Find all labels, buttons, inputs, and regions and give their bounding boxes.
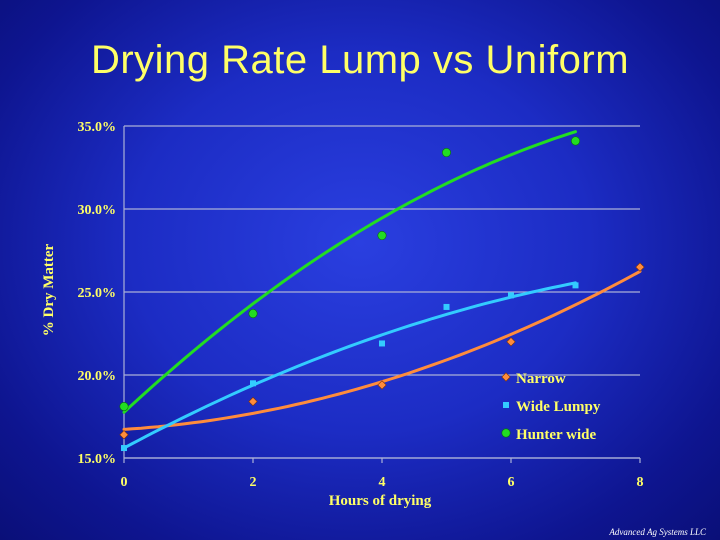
point-narrow — [377, 380, 387, 390]
legend-marker-hunter-wide — [501, 428, 511, 438]
legend-label-hunter-wide: Hunter wide — [516, 427, 596, 443]
x-tick-label: 2 — [250, 475, 257, 490]
x-tick-label: 8 — [637, 475, 644, 490]
point-wide-lumpy — [572, 282, 579, 289]
legend-marker-wide-lumpy — [503, 402, 509, 408]
footer-credit: Advanced Ag Systems LLC — [609, 527, 706, 537]
chart-title: Drying Rate Lump vs Uniform — [90, 38, 630, 82]
x-tick-label: 6 — [508, 475, 515, 490]
y-axis-label: % Dry Matter — [41, 243, 57, 336]
point-narrow — [635, 262, 645, 272]
point-wide-lumpy — [121, 445, 127, 452]
x-tick-label: 0 — [121, 475, 128, 490]
point-wide-lumpy — [443, 303, 450, 310]
trendline-wide-lumpy — [122, 281, 577, 450]
point-wide-lumpy — [379, 340, 385, 347]
point-hunter-wide — [248, 309, 258, 319]
trendline-hunter-wide — [122, 130, 577, 414]
legend: Narrow Wide Lumpy Hunter wide — [501, 371, 601, 443]
point-hunter-wide — [570, 136, 580, 146]
x-tick-labels: 0 2 4 6 8 — [121, 475, 644, 490]
y-tick-label: 15.0% — [78, 452, 117, 467]
point-hunter-wide — [119, 402, 129, 412]
legend-marker-narrow — [501, 372, 511, 382]
y-tick-label: 35.0% — [78, 120, 117, 135]
legend-label-wide-lumpy: Wide Lumpy — [516, 399, 601, 415]
point-wide-lumpy — [508, 292, 514, 299]
point-hunter-wide — [377, 231, 387, 241]
y-tick-labels: 15.0% 20.0% 25.0% 30.0% 35.0% — [78, 120, 117, 467]
data-points — [119, 136, 645, 452]
legend-label-narrow: Narrow — [516, 371, 566, 387]
point-narrow — [248, 396, 258, 407]
y-tick-label: 25.0% — [78, 286, 117, 301]
point-wide-lumpy — [250, 380, 256, 387]
y-tick-label: 20.0% — [78, 369, 117, 384]
x-tick-label: 4 — [379, 475, 386, 490]
y-tick-label: 30.0% — [78, 203, 117, 218]
point-narrow — [119, 430, 129, 440]
point-hunter-wide — [441, 148, 451, 158]
point-narrow — [506, 337, 516, 347]
x-axis-label: Hours of drying — [329, 493, 432, 509]
